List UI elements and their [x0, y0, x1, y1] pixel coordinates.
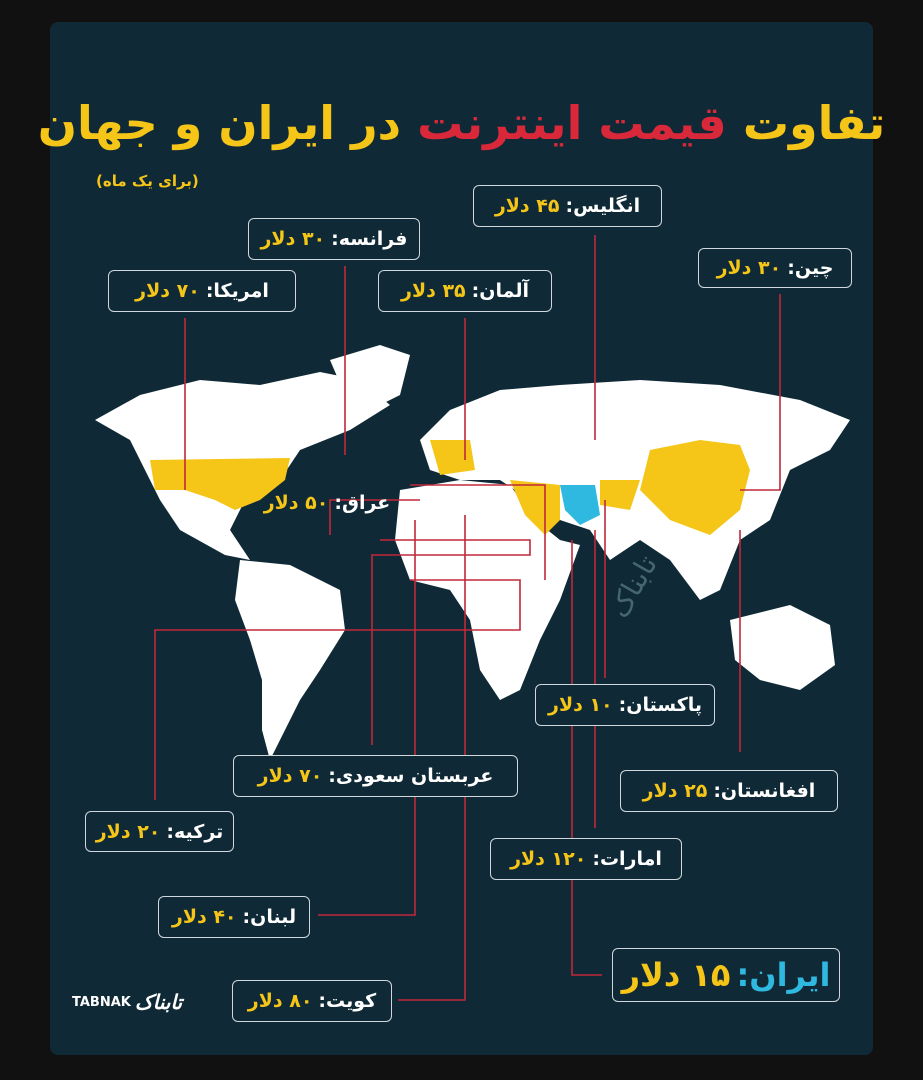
country-name: امریکا: — [205, 280, 269, 302]
south-america — [235, 560, 345, 760]
logo-persian: تابناک — [134, 990, 183, 1014]
australia — [730, 605, 835, 690]
country-name: آلمان: — [471, 280, 529, 302]
highlighted-countries — [150, 440, 750, 535]
country-name: ترکیه: — [166, 820, 224, 843]
country-price: ۴۰ دلار — [171, 906, 237, 928]
country-price: ۱۵ دلار — [621, 956, 731, 994]
label-saudi-arabia: عربستان سعودی: ۷۰ دلار — [233, 755, 518, 797]
country-name: امارات: — [592, 848, 662, 870]
title-part-3: در ایران و جهان — [37, 96, 402, 150]
logo-latin: TABNAK — [72, 994, 131, 1010]
country-price: ۲۵ دلار — [642, 780, 708, 802]
arrows — [154, 235, 781, 1001]
country-price: ۵۰ دلار — [263, 492, 329, 514]
country-name: لبنان: — [242, 906, 297, 928]
label-iraq: عراق: ۵۰ دلار — [252, 486, 402, 520]
country-price: ۳۰ دلار — [260, 228, 326, 250]
europe-shapes — [430, 440, 475, 475]
label-kuwait: کویت: ۸۰ دلار — [232, 980, 392, 1022]
subtitle: (برای یک ماه) — [96, 172, 199, 190]
tabnak-logo: TABNAK تابناک — [72, 990, 182, 1014]
country-price: ۱۲۰ دلار — [510, 848, 587, 870]
iran-shape — [560, 485, 600, 525]
label-pakistan: پاکستان: ۱۰ دلار — [535, 684, 715, 726]
country-price: ۳۵ دلار — [401, 280, 466, 302]
label-iran: ایران: ۱۵ دلار — [612, 948, 840, 1002]
title-part-1: تفاوت — [742, 96, 886, 150]
label-turkey: ترکیه: ۲۰ دلار — [85, 811, 234, 852]
title-part-2: قیمت اینترنت — [417, 96, 727, 150]
country-name: افغانستان: — [713, 780, 816, 802]
continents — [95, 345, 850, 760]
country-name: چین: — [787, 257, 834, 279]
country-name: پاکستان: — [618, 694, 703, 716]
country-name: عربستان سعودی: — [328, 765, 494, 787]
label-uae: امارات: ۱۲۰ دلار — [490, 838, 682, 880]
china-shape — [640, 440, 750, 535]
label-germany: آلمان: ۳۵ دلار — [378, 270, 552, 312]
country-name: انگلیس: — [565, 195, 641, 217]
country-name: عراق: — [334, 492, 391, 514]
label-afghanistan: افغانستان: ۲۵ دلار — [620, 770, 838, 812]
country-name: کویت: — [318, 990, 377, 1012]
country-price: ۷۰ دلار — [257, 765, 323, 787]
label-lebanon: لبنان: ۴۰ دلار — [158, 896, 310, 938]
greenland — [330, 345, 410, 410]
middle-east-shapes — [510, 480, 640, 535]
country-price: ۲۰ دلار — [95, 820, 161, 843]
country-name: فرانسه: — [331, 228, 408, 250]
label-france: فرانسه: ۳۰ دلار — [248, 218, 420, 260]
page-title: تفاوت قیمت اینترنت در ایران و جهان — [0, 88, 923, 158]
country-price: ۷۰ دلار — [135, 280, 200, 302]
country-price: ۸۰ دلار — [247, 990, 313, 1012]
label-usa: امریکا: ۷۰ دلار — [108, 270, 296, 312]
country-price: ۱۰ دلار — [548, 694, 613, 716]
country-price: ۴۵ دلار — [494, 195, 560, 217]
label-england: انگلیس: ۴۵ دلار — [473, 185, 662, 227]
country-price: ۳۰ دلار — [716, 257, 782, 279]
label-china: چین: ۳۰ دلار — [698, 248, 852, 288]
country-name: ایران: — [736, 956, 831, 994]
africa — [395, 480, 580, 700]
